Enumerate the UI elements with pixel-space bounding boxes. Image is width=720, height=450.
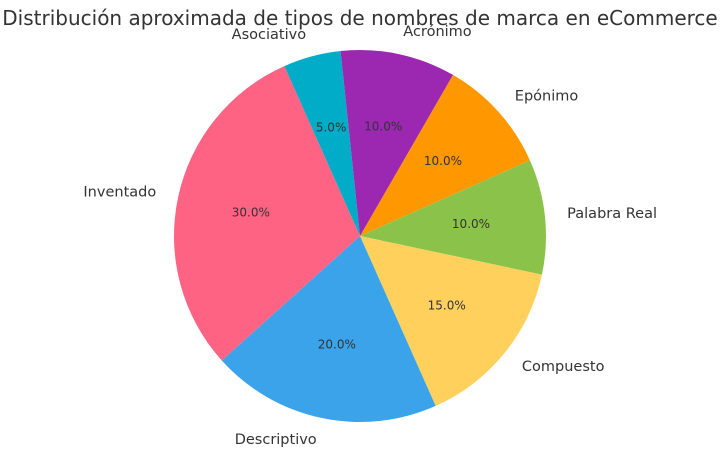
- pie-slice-eponimo: [360, 74, 530, 236]
- slice-label-compuesto: Compuesto: [522, 359, 605, 375]
- slice-label-descriptivo: Descriptivo: [235, 432, 317, 448]
- slice-label-inventado: Inventado: [83, 185, 156, 201]
- pie-slice-descriptivo: [221, 236, 436, 423]
- pie-slice-acronimo: [340, 49, 453, 236]
- slice-label-eponimo: Epónimo: [515, 89, 579, 105]
- slice-percent-asociativo: 5.0%: [316, 121, 347, 135]
- slice-label-palabra-real: Palabra Real: [567, 206, 657, 222]
- slice-percent-inventado: 30.0%: [232, 205, 270, 219]
- slice-labels: Epónimo Palabra Real Compuesto Descriptivo I…: [83, 24, 657, 448]
- pie-slice-asociativo: [284, 51, 360, 237]
- pie-slice-palabra-real: [360, 160, 546, 275]
- slice-percent-acronimo: 10.0%: [364, 119, 402, 133]
- slice-percent-descriptivo: 20.0%: [318, 338, 356, 352]
- slice-percent-eponimo: 10.0%: [424, 154, 462, 168]
- slice-percent-compuesto: 15.0%: [428, 299, 466, 313]
- percent-labels: 10.0% 10.0% 15.0% 20.0% 30.0% 5.0% 10.0%: [232, 119, 490, 351]
- pie-slice-compuesto: [360, 236, 542, 406]
- pie-slice-inventado: [174, 66, 360, 361]
- slice-label-acronimo: Acrónimo: [403, 24, 471, 40]
- slice-percent-palabra-real: 10.0%: [452, 217, 490, 231]
- pie-slices: [174, 49, 546, 423]
- slice-label-asociativo: Asociativo: [232, 27, 307, 43]
- chart-title: Distribución aproximada de tipos de nomb…: [2, 6, 717, 30]
